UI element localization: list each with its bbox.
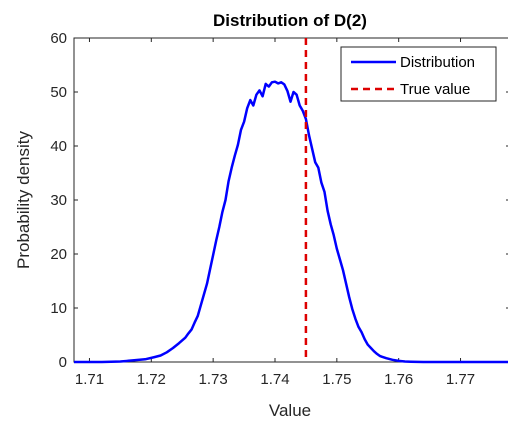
x-tick-label: 1.71 [75, 371, 104, 388]
legend-box [340, 46, 497, 102]
y-axis-label: Probability density [14, 131, 33, 269]
y-ticks: 0 10 20 30 40 50 60 [50, 30, 508, 371]
y-tick-label: 50 [50, 84, 67, 101]
y-tick-label: 60 [50, 30, 67, 47]
legend: Distribution True value [340, 46, 497, 102]
x-tick-label: 1.73 [199, 371, 228, 388]
chart-title: Distribution of D(2) [213, 11, 367, 30]
x-tick-label: 1.76 [384, 371, 413, 388]
y-tick-label: 40 [50, 138, 67, 155]
y-tick-label: 0 [59, 354, 67, 371]
y-tick-label: 20 [50, 246, 67, 263]
legend-distribution-label: Distribution [400, 54, 475, 71]
legend-true-value-label: True value [400, 81, 470, 98]
x-tick-label: 1.74 [260, 371, 289, 388]
y-tick-label: 30 [50, 192, 67, 209]
x-tick-label: 1.77 [446, 371, 475, 388]
y-tick-label: 10 [50, 300, 67, 317]
x-axis-label: Value [269, 401, 311, 420]
distribution-series-line [74, 80, 508, 364]
x-tick-label: 1.72 [137, 371, 166, 388]
x-tick-label: 1.75 [322, 371, 351, 388]
